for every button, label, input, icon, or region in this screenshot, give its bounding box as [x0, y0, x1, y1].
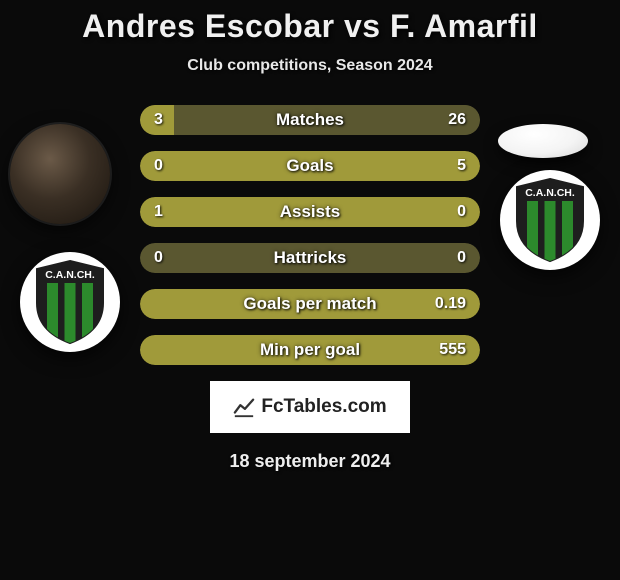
- stat-row: 00Hattricks: [140, 243, 480, 273]
- subtitle: Club competitions, Season 2024: [0, 57, 620, 75]
- bar-background: [140, 243, 480, 273]
- stat-value-left: 3: [154, 105, 163, 135]
- shield-icon: C.A.N.CH.: [33, 259, 107, 345]
- bar-background: [140, 151, 480, 181]
- club-badge-label: C.A.N.CH.: [45, 269, 95, 281]
- bar-background: [140, 289, 480, 319]
- stat-row: 555Min per goal: [140, 335, 480, 365]
- stat-value-right: 0: [457, 197, 466, 227]
- stat-value-right: 26: [448, 105, 466, 135]
- stat-row: 0.19Goals per match: [140, 289, 480, 319]
- stat-value-right: 0.19: [435, 289, 466, 319]
- bar-background: [140, 197, 480, 227]
- club-badge-right: C.A.N.CH.: [500, 170, 600, 270]
- comparison-bars: 326Matches05Goals10Assists00Hattricks0.1…: [140, 105, 480, 365]
- stat-value-left: 0: [154, 151, 163, 181]
- player-left-avatar: [10, 124, 110, 224]
- club-badge-label: C.A.N.CH.: [525, 187, 575, 199]
- player-right-avatar: [498, 124, 588, 158]
- stat-value-right: 555: [439, 335, 466, 365]
- shield-icon: C.A.N.CH.: [513, 177, 587, 263]
- stat-row: 326Matches: [140, 105, 480, 135]
- stat-value-right: 5: [457, 151, 466, 181]
- bar-background: [140, 335, 480, 365]
- brand-logo-text: FcTables.com: [261, 396, 386, 418]
- date-label: 18 september 2024: [0, 451, 620, 472]
- stat-value-left: 0: [154, 243, 163, 273]
- bar-fill-right: [174, 105, 480, 135]
- stat-value-right: 0: [457, 243, 466, 273]
- brand-logo-box: FcTables.com: [210, 381, 410, 433]
- page-title: Andres Escobar vs F. Amarfil: [0, 8, 620, 45]
- chart-icon: [233, 396, 255, 418]
- club-badge-left: C.A.N.CH.: [20, 252, 120, 352]
- stat-row: 05Goals: [140, 151, 480, 181]
- stat-value-left: 1: [154, 197, 163, 227]
- stat-row: 10Assists: [140, 197, 480, 227]
